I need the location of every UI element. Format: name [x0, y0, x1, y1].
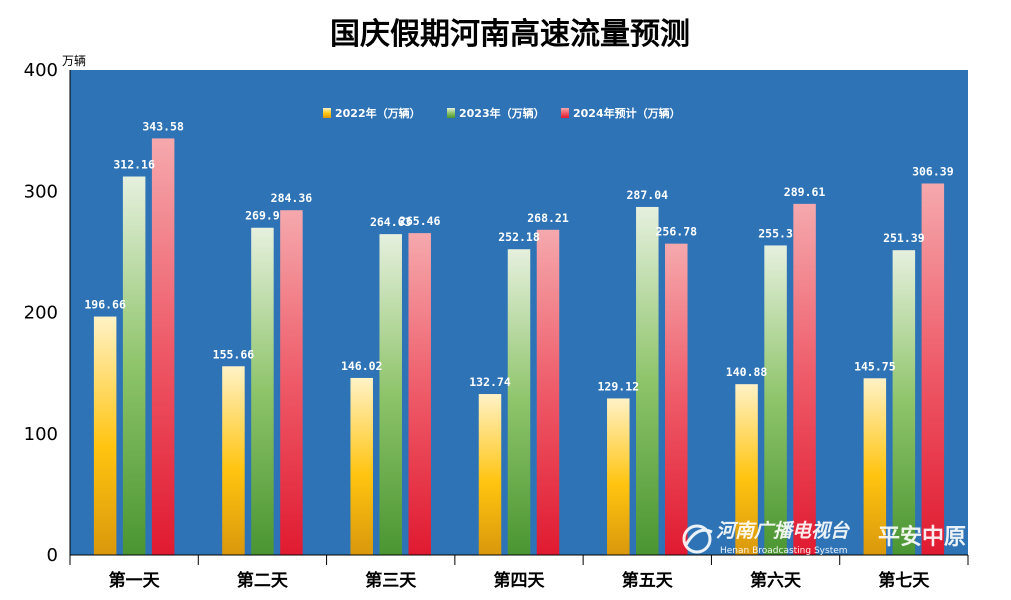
bar — [892, 250, 916, 555]
bar — [793, 203, 816, 555]
chart-title: 国庆假期河南高速流量预测 — [330, 17, 690, 52]
bar — [280, 210, 303, 555]
x-tick-label: 第二天 — [237, 570, 289, 591]
data-label: 265.46 — [399, 214, 441, 228]
y-tick-label: 400 — [24, 60, 58, 81]
bar — [607, 398, 630, 555]
legend-swatch — [447, 108, 455, 118]
bar — [735, 384, 758, 555]
bars — [93, 138, 945, 556]
data-label: 255.3 — [758, 226, 793, 240]
bar — [93, 316, 117, 555]
broadcaster-english: Henan Broadcasting System — [720, 546, 848, 556]
x-tick-label: 第七天 — [878, 570, 930, 591]
bar — [921, 183, 945, 555]
data-labels: 196.66 312.16 343.58 155.66 269.9 284.36 146.0… — [84, 119, 953, 393]
bar — [379, 234, 402, 556]
data-label: 268.21 — [527, 211, 569, 225]
data-label: 269.9 — [245, 209, 280, 223]
x-tick-label: 第六天 — [750, 570, 802, 591]
legend-swatch — [323, 108, 331, 118]
data-label: 132.74 — [469, 375, 511, 389]
legend-label: 2024年预计（万辆） — [573, 106, 681, 120]
x-axis: 第一天 第二天 第三天 第四天 第五天 第六天 第七天 — [69, 555, 969, 591]
y-axis-unit: 万辆 — [62, 54, 86, 68]
legend: 2022年（万辆） 2023年（万辆） 2024年预计（万辆） — [323, 106, 681, 120]
bar — [507, 249, 531, 555]
x-tick-label: 第一天 — [109, 570, 161, 591]
data-label: 264.63 — [370, 215, 412, 229]
bar — [665, 243, 688, 556]
bar — [636, 206, 659, 556]
y-tick-label: 100 — [24, 424, 58, 445]
y-tick-label: 300 — [24, 181, 58, 202]
y-tick-label: 200 — [24, 303, 58, 324]
x-tick-label: 第四天 — [494, 570, 546, 591]
data-label: 287.04 — [627, 188, 669, 202]
logo-swoosh-icon — [684, 528, 713, 546]
bar — [350, 377, 373, 555]
legend-label: 2022年（万辆） — [335, 106, 421, 120]
legend-label: 2023年（万辆） — [459, 106, 545, 120]
program-name: 平安中原 — [878, 524, 966, 550]
legend-swatch — [561, 108, 569, 118]
bar — [536, 229, 560, 555]
data-label: 140.88 — [726, 365, 768, 379]
y-axis: 0 100 200 300 400 — [24, 60, 71, 566]
broadcaster-logo-icon — [682, 524, 712, 554]
bar — [764, 245, 787, 556]
data-label: 129.12 — [598, 379, 640, 393]
data-label: 196.66 — [84, 298, 126, 312]
bar — [478, 394, 502, 555]
bar — [863, 378, 887, 555]
y-tick-label: 0 — [47, 545, 58, 566]
data-label: 251.39 — [883, 231, 925, 245]
data-label: 252.18 — [498, 230, 540, 244]
broadcaster-name: 河南广播电视台 — [716, 520, 851, 542]
data-label: 312.16 — [113, 158, 155, 172]
data-label: 306.39 — [912, 165, 954, 179]
data-label: 145.75 — [854, 359, 896, 373]
data-label: 146.02 — [341, 359, 383, 373]
data-label: 289.61 — [784, 185, 826, 199]
data-label: 256.78 — [656, 225, 698, 239]
bar — [408, 233, 431, 555]
watermark: 河南广播电视台 Henan Broadcasting System 平安中原 — [682, 520, 966, 556]
x-tick-label: 第五天 — [622, 570, 674, 591]
data-label: 155.66 — [213, 347, 255, 361]
bar — [251, 227, 274, 555]
bar — [222, 366, 245, 555]
bar — [151, 138, 175, 556]
x-tick-label: 第三天 — [365, 570, 417, 591]
data-label: 343.58 — [142, 119, 184, 133]
data-label: 284.36 — [271, 191, 313, 205]
bar — [122, 176, 146, 556]
